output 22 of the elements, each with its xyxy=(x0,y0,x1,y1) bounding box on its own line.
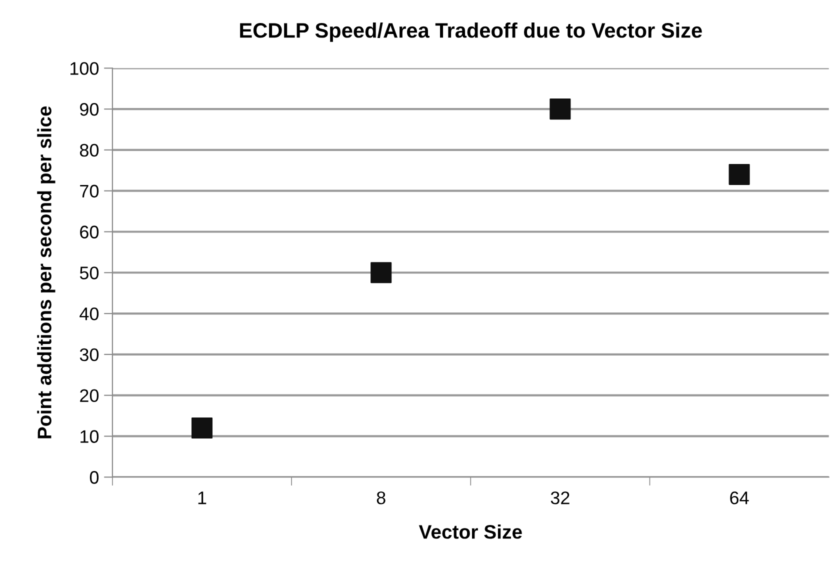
x-tick-label: 64 xyxy=(730,491,749,504)
y-tick-label: 0 xyxy=(90,471,99,484)
x-tick-label: 1 xyxy=(198,492,206,504)
x-tick-label: 8 xyxy=(376,491,386,504)
y-axis-title: Point additions per second per slice xyxy=(37,106,56,438)
y-tick-label: 30 xyxy=(80,348,99,362)
y-tick-label: 80 xyxy=(80,144,99,157)
y-tick-label: 40 xyxy=(80,307,99,320)
x-tick-label: 32 xyxy=(550,491,570,504)
y-tick-label: 20 xyxy=(80,389,99,402)
point xyxy=(191,418,213,439)
y-tick-label: 70 xyxy=(80,184,99,198)
y-tick-label: 50 xyxy=(80,266,99,280)
y-tick-label: 60 xyxy=(80,226,99,238)
point xyxy=(728,164,750,186)
y-tick-label: 100 xyxy=(70,62,99,75)
y-tick-label: 10 xyxy=(80,430,99,443)
y-tick-label: 90 xyxy=(80,102,99,116)
point xyxy=(370,262,392,284)
chart-title: ECDLP Speed/Area Tradeoff due to Vector Size xyxy=(240,22,702,42)
x-axis-title: Vector Size xyxy=(418,524,522,539)
point xyxy=(550,98,571,120)
